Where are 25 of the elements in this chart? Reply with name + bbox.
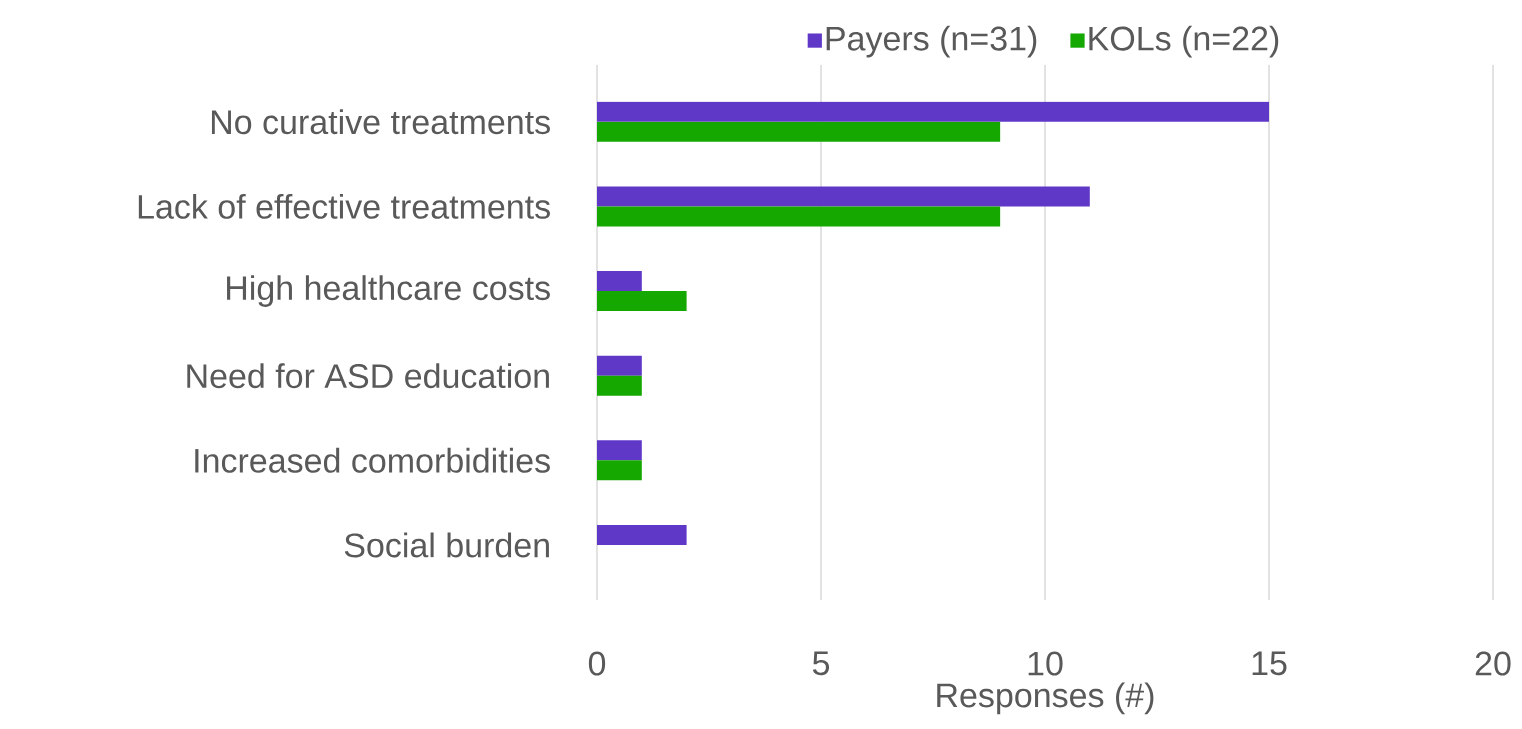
- y-tick-label: High healthcare costs: [227, 275, 550, 307]
- y-tick-label: No curative treatments: [211, 109, 550, 135]
- bar: [597, 440, 642, 461]
- legend-label: Payers (n=31): [826, 25, 1037, 58]
- bar: [597, 291, 687, 312]
- x-tick-label: 20: [1475, 651, 1511, 676]
- bar: [597, 271, 642, 292]
- y-tick-label: Need for ASD education: [187, 363, 549, 389]
- bar: [597, 355, 642, 376]
- x-tick-label: 15: [1252, 651, 1287, 676]
- x-tick-label: 10: [1028, 651, 1063, 676]
- x-tick-label: 0: [588, 651, 606, 676]
- x-axis-title: Responses (#): [937, 682, 1154, 715]
- y-tick-label: Increased comorbidities: [195, 447, 550, 473]
- y-tick-label: Social burden: [344, 532, 549, 558]
- bar: [597, 206, 1001, 227]
- x-tick-label: 5: [812, 651, 830, 676]
- bar: [597, 524, 687, 545]
- bar: [597, 101, 1270, 122]
- y-tick-label: Lack of effective treatments: [138, 193, 550, 219]
- bar: [597, 460, 642, 481]
- bar: [597, 186, 1090, 207]
- legend-label: KOLs (n=22): [1089, 25, 1279, 58]
- bar: [597, 121, 1001, 142]
- bar: [597, 375, 642, 396]
